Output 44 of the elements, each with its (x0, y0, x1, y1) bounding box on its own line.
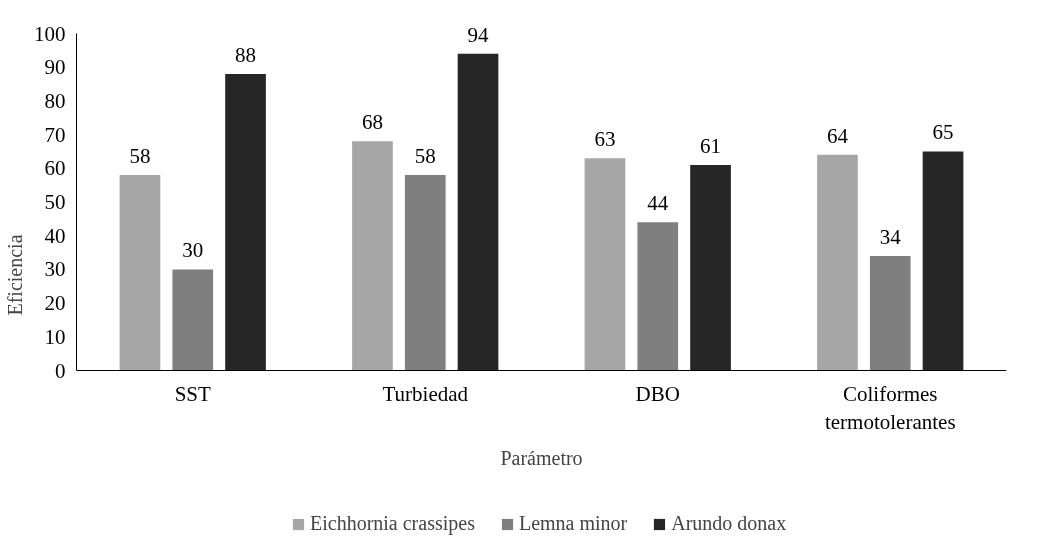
y-tick-label: 70 (44, 122, 66, 147)
data-label: 44 (647, 191, 669, 216)
x-tick-label: Turbiedad (382, 381, 469, 406)
x-tick-label: SST (174, 381, 212, 406)
bar (922, 151, 964, 371)
bar (119, 175, 161, 371)
bar (690, 164, 731, 371)
x-tick-label: DBO (635, 381, 680, 406)
data-label: 30 (182, 238, 204, 263)
y-tick-label: 0 (55, 358, 66, 383)
y-tick-label: 30 (44, 257, 66, 282)
data-label: 61 (700, 133, 722, 158)
bar (457, 53, 499, 371)
data-label: 63 (594, 127, 616, 152)
bar (637, 222, 679, 371)
bar (404, 175, 446, 371)
y-tick-label: 100 (34, 21, 66, 46)
data-label: 58 (414, 144, 436, 169)
y-tick-label: 50 (44, 190, 66, 214)
data-label: 58 (129, 144, 151, 169)
y-tick-label: 90 (44, 55, 66, 80)
x-axis-title: Parámetro (500, 447, 583, 470)
bar (584, 158, 626, 371)
y-tick-label: 80 (44, 88, 66, 113)
legend-label: Arundo donax (671, 512, 787, 535)
bar (817, 154, 858, 371)
data-label: 64 (826, 123, 849, 148)
legend-label: Lemna minor (518, 512, 628, 535)
y-tick-label: 20 (44, 291, 66, 316)
y-tick-label: 10 (44, 324, 66, 349)
y-tick-label: 40 (44, 223, 66, 248)
x-tick-label: Coliformes termotolerantes (824, 381, 956, 435)
data-label: 88 (235, 42, 257, 67)
data-label: 34 (879, 224, 902, 249)
data-label: 68 (361, 110, 383, 135)
data-label: 65 (932, 120, 954, 145)
bar (352, 141, 393, 371)
y-axis-title: Eficiencia (4, 234, 26, 316)
bar (869, 255, 911, 371)
data-label: 94 (467, 22, 490, 47)
y-tick-label: 60 (44, 156, 66, 181)
bar (225, 73, 266, 371)
bar (172, 269, 214, 371)
legend-label: Eichhornia crassipes (310, 512, 475, 535)
